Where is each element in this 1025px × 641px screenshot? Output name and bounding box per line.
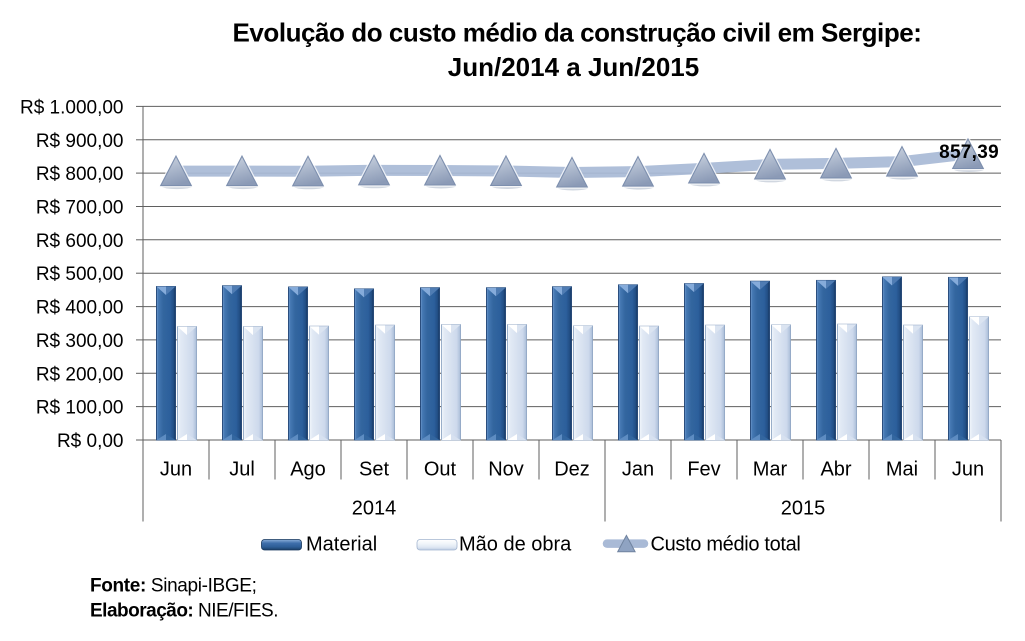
svg-text:Fev: Fev (687, 459, 720, 481)
svg-text:Jun: Jun (952, 459, 984, 481)
svg-text:R$ 700,00: R$ 700,00 (36, 198, 124, 219)
svg-text:Custo médio total: Custo médio total (651, 534, 801, 556)
svg-text:Mai: Mai (886, 459, 918, 481)
svg-text:R$ 200,00: R$ 200,00 (36, 364, 124, 385)
svg-text:R$ 1.000,00: R$ 1.000,00 (20, 97, 124, 118)
svg-text:857,39: 857,39 (939, 142, 999, 163)
svg-text:R$ 400,00: R$ 400,00 (36, 298, 124, 319)
svg-text:Jun: Jun (160, 459, 192, 481)
svg-text:Jan: Jan (622, 459, 654, 481)
svg-text:R$ 900,00: R$ 900,00 (36, 131, 124, 152)
svg-text:Nov: Nov (488, 459, 524, 481)
svg-text:Dez: Dez (554, 459, 590, 481)
svg-text:R$ 500,00: R$ 500,00 (36, 264, 124, 285)
svg-text:R$ 800,00: R$ 800,00 (36, 164, 124, 185)
svg-text:Set: Set (359, 459, 389, 481)
svg-text:Jun/2014 a Jun/2015: Jun/2014 a Jun/2015 (448, 52, 699, 82)
svg-text:Ago: Ago (290, 459, 326, 481)
svg-text:R$ 0,00: R$ 0,00 (57, 431, 124, 452)
svg-text:Elaboração: NIE/FIES.: Elaboração: NIE/FIES. (90, 601, 278, 622)
svg-text:R$ 600,00: R$ 600,00 (36, 231, 124, 252)
svg-text:Jul: Jul (229, 459, 255, 481)
svg-text:Evolução do custo médio da con: Evolução do custo médio da construção ci… (233, 18, 922, 48)
svg-text:2015: 2015 (781, 498, 826, 520)
svg-text:2014: 2014 (352, 498, 397, 520)
svg-text:Material: Material (306, 534, 377, 556)
svg-text:Abr: Abr (820, 459, 851, 481)
svg-text:Fonte: Sinapi-IBGE;: Fonte: Sinapi-IBGE; (90, 576, 257, 597)
svg-text:Mão de obra: Mão de obra (459, 534, 572, 556)
svg-text:Out: Out (424, 459, 457, 481)
svg-text:R$ 100,00: R$ 100,00 (36, 398, 124, 419)
svg-text:Mar: Mar (753, 459, 788, 481)
svg-text:R$ 300,00: R$ 300,00 (36, 331, 124, 352)
